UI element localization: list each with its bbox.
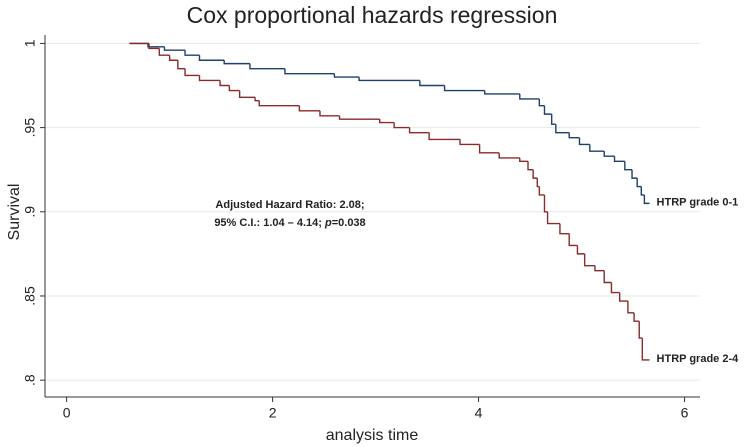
y-tick-label: .95 <box>22 118 38 138</box>
step-segment <box>284 68 335 75</box>
y-tick-label: .9 <box>22 206 38 218</box>
step-segment <box>238 90 256 98</box>
step-segment <box>519 157 529 162</box>
step-segment <box>568 132 580 139</box>
step-segment <box>643 194 650 205</box>
step-segment <box>538 98 545 107</box>
x-tick-label: 0 <box>63 405 71 421</box>
y-tick-label: .8 <box>22 374 38 386</box>
step-segment <box>147 43 165 48</box>
annotation-part: =0.038 <box>332 217 366 229</box>
step-segment <box>576 245 585 255</box>
step-segment <box>550 114 556 125</box>
step-segment <box>428 132 461 141</box>
step-segment <box>219 80 230 87</box>
step-segment <box>498 152 520 159</box>
step-segment <box>254 97 260 102</box>
step-segment <box>249 63 285 70</box>
x-tick-label: 4 <box>475 405 483 421</box>
step-segment <box>163 46 186 51</box>
annotation-part: 95% C.I.: 1.04 – 4.14; <box>214 217 325 229</box>
step-segment <box>298 105 320 112</box>
step-segment <box>319 110 340 117</box>
step-segment <box>603 151 615 157</box>
step-segment <box>638 321 643 339</box>
step-segment <box>184 50 200 56</box>
annotation: 95% C.I.: 1.04 – 4.14; p=0.038 <box>214 217 365 229</box>
step-segment <box>559 223 570 235</box>
y-tick-label: .85 <box>22 286 38 306</box>
step-segment <box>641 338 650 361</box>
step-segment <box>631 169 638 179</box>
step-segment <box>618 292 628 302</box>
x-axis-title: analysis time <box>326 427 419 444</box>
step-segment <box>148 43 160 50</box>
step-segment <box>484 90 520 95</box>
step-segment <box>543 194 548 213</box>
step-segment <box>419 80 445 87</box>
step-segment <box>555 124 570 134</box>
step-segment <box>578 137 590 146</box>
step-segment <box>624 161 633 171</box>
step-segment <box>568 233 578 247</box>
step-segment <box>459 139 480 146</box>
step-segment <box>640 186 645 196</box>
step-segment <box>538 186 545 196</box>
annotation-part: p <box>324 217 332 229</box>
step-segment <box>519 93 540 100</box>
step-segment <box>393 122 410 129</box>
y-tick-label: 1 <box>22 39 38 47</box>
step-segment <box>168 55 178 61</box>
step-segment <box>198 55 225 61</box>
step-segment <box>589 144 605 152</box>
step-segment <box>184 68 200 77</box>
step-segment <box>536 178 540 188</box>
step-segment <box>177 60 186 70</box>
step-segment <box>610 282 620 294</box>
step-segment <box>633 312 640 322</box>
step-segment <box>543 105 552 115</box>
step-segment <box>478 144 500 154</box>
step-segment <box>379 119 395 124</box>
series <box>129 42 650 361</box>
series <box>129 42 650 205</box>
step-segment <box>223 60 250 65</box>
step-segment <box>532 169 538 179</box>
y-axis-title: Survival <box>6 184 23 241</box>
step-segment <box>546 211 560 225</box>
series-label: HTRP grade 0-1 <box>657 196 739 208</box>
step-segment <box>258 100 300 107</box>
step-segment <box>198 75 221 82</box>
step-segment <box>594 265 605 272</box>
step-segment <box>338 115 380 120</box>
step-segment <box>358 77 420 82</box>
step-segment <box>527 161 534 171</box>
step-segment <box>158 48 170 56</box>
step-segment <box>408 127 430 134</box>
chart-title: Cox proportional hazards regression <box>187 2 558 28</box>
step-segment <box>636 178 642 188</box>
x-tick-label: 2 <box>269 405 277 421</box>
step-segment <box>627 301 635 314</box>
annotation: Adjusted Hazard Ratio: 2.08; <box>215 199 364 211</box>
step-segment <box>603 270 612 284</box>
step-segment <box>228 85 240 92</box>
step-segment <box>613 156 625 162</box>
x-tick-label: 6 <box>681 405 689 421</box>
series-label: HTRP grade 2-4 <box>657 353 740 365</box>
step-segment <box>583 253 595 267</box>
step-segment <box>333 73 360 78</box>
step-segment <box>443 85 485 92</box>
